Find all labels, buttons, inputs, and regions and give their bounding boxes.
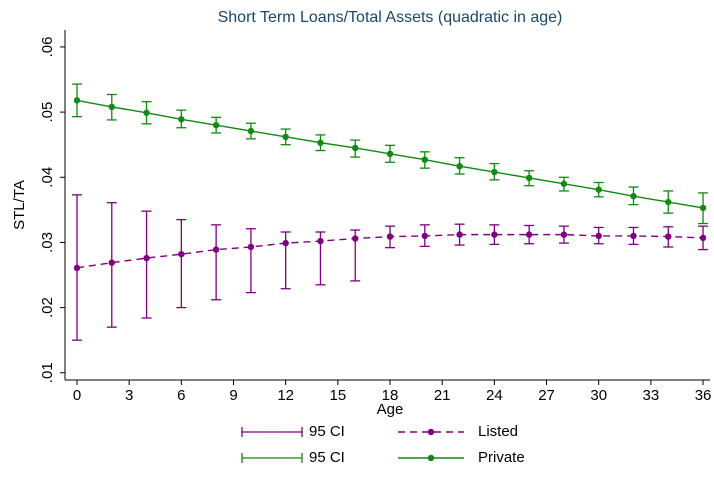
point <box>665 198 672 206</box>
point <box>456 231 463 238</box>
point <box>595 186 602 193</box>
point <box>491 231 498 238</box>
legend-label: 95 CI <box>309 423 345 440</box>
y-tick-label: .06 <box>39 37 56 58</box>
x-tick-label: 3 <box>125 387 133 404</box>
legend-label: Listed <box>478 423 518 440</box>
x-tick-label: 30 <box>590 387 607 404</box>
point <box>595 232 602 240</box>
point <box>247 243 255 251</box>
x-tick-label: 12 <box>277 387 294 404</box>
point <box>317 237 324 245</box>
x-tick-label: 33 <box>643 387 660 404</box>
point <box>699 234 707 242</box>
x-tick-label: 18 <box>382 387 399 404</box>
point <box>143 109 150 116</box>
point <box>352 235 359 242</box>
point <box>630 232 637 240</box>
point <box>108 103 115 111</box>
legend-marker <box>427 454 435 462</box>
point <box>108 259 115 266</box>
legend-label: Private <box>478 449 525 466</box>
point <box>630 192 637 200</box>
point <box>525 174 533 182</box>
point <box>73 264 81 272</box>
point <box>491 168 498 176</box>
legend-marker <box>427 428 435 436</box>
y-axis-label: STL/TA <box>11 180 28 230</box>
x-tick-label: 27 <box>538 387 555 404</box>
y-tick-label: .03 <box>39 232 56 253</box>
error-bar <box>176 218 187 309</box>
y-tick-label: .01 <box>39 362 56 383</box>
point <box>317 139 324 146</box>
legend-label: 95 CI <box>309 449 345 466</box>
x-axis-label: Age <box>377 401 404 418</box>
point <box>247 127 255 135</box>
x-tick-label: 6 <box>177 387 185 404</box>
y-tick-label: .05 <box>39 102 56 123</box>
x-tick-label: 9 <box>229 387 237 404</box>
error-bar <box>245 228 256 294</box>
point <box>282 133 289 141</box>
error-bar <box>211 224 222 301</box>
y-tick-label: .04 <box>39 167 56 188</box>
point <box>456 162 463 170</box>
point <box>665 233 672 240</box>
point <box>386 150 394 158</box>
x-tick-label: 15 <box>330 387 347 404</box>
x-tick-label: 36 <box>695 387 712 404</box>
point <box>178 116 185 123</box>
point <box>178 250 185 258</box>
point <box>421 156 429 163</box>
x-tick-label: 21 <box>434 387 451 404</box>
point <box>73 97 81 104</box>
point <box>560 231 568 238</box>
point <box>212 246 220 253</box>
chart-title: Short Term Loans/Total Assets (quadratic… <box>218 9 563 26</box>
point <box>282 239 289 247</box>
point <box>560 180 568 187</box>
point <box>386 233 394 240</box>
point <box>212 121 220 129</box>
x-tick-label: 24 <box>486 387 503 404</box>
point <box>352 144 359 152</box>
x-tick-label: 0 <box>73 387 81 404</box>
point <box>699 204 707 212</box>
point <box>525 231 533 238</box>
error-bar <box>141 210 152 319</box>
point <box>421 232 429 240</box>
point <box>143 254 150 262</box>
y-tick-label: .02 <box>39 297 56 318</box>
